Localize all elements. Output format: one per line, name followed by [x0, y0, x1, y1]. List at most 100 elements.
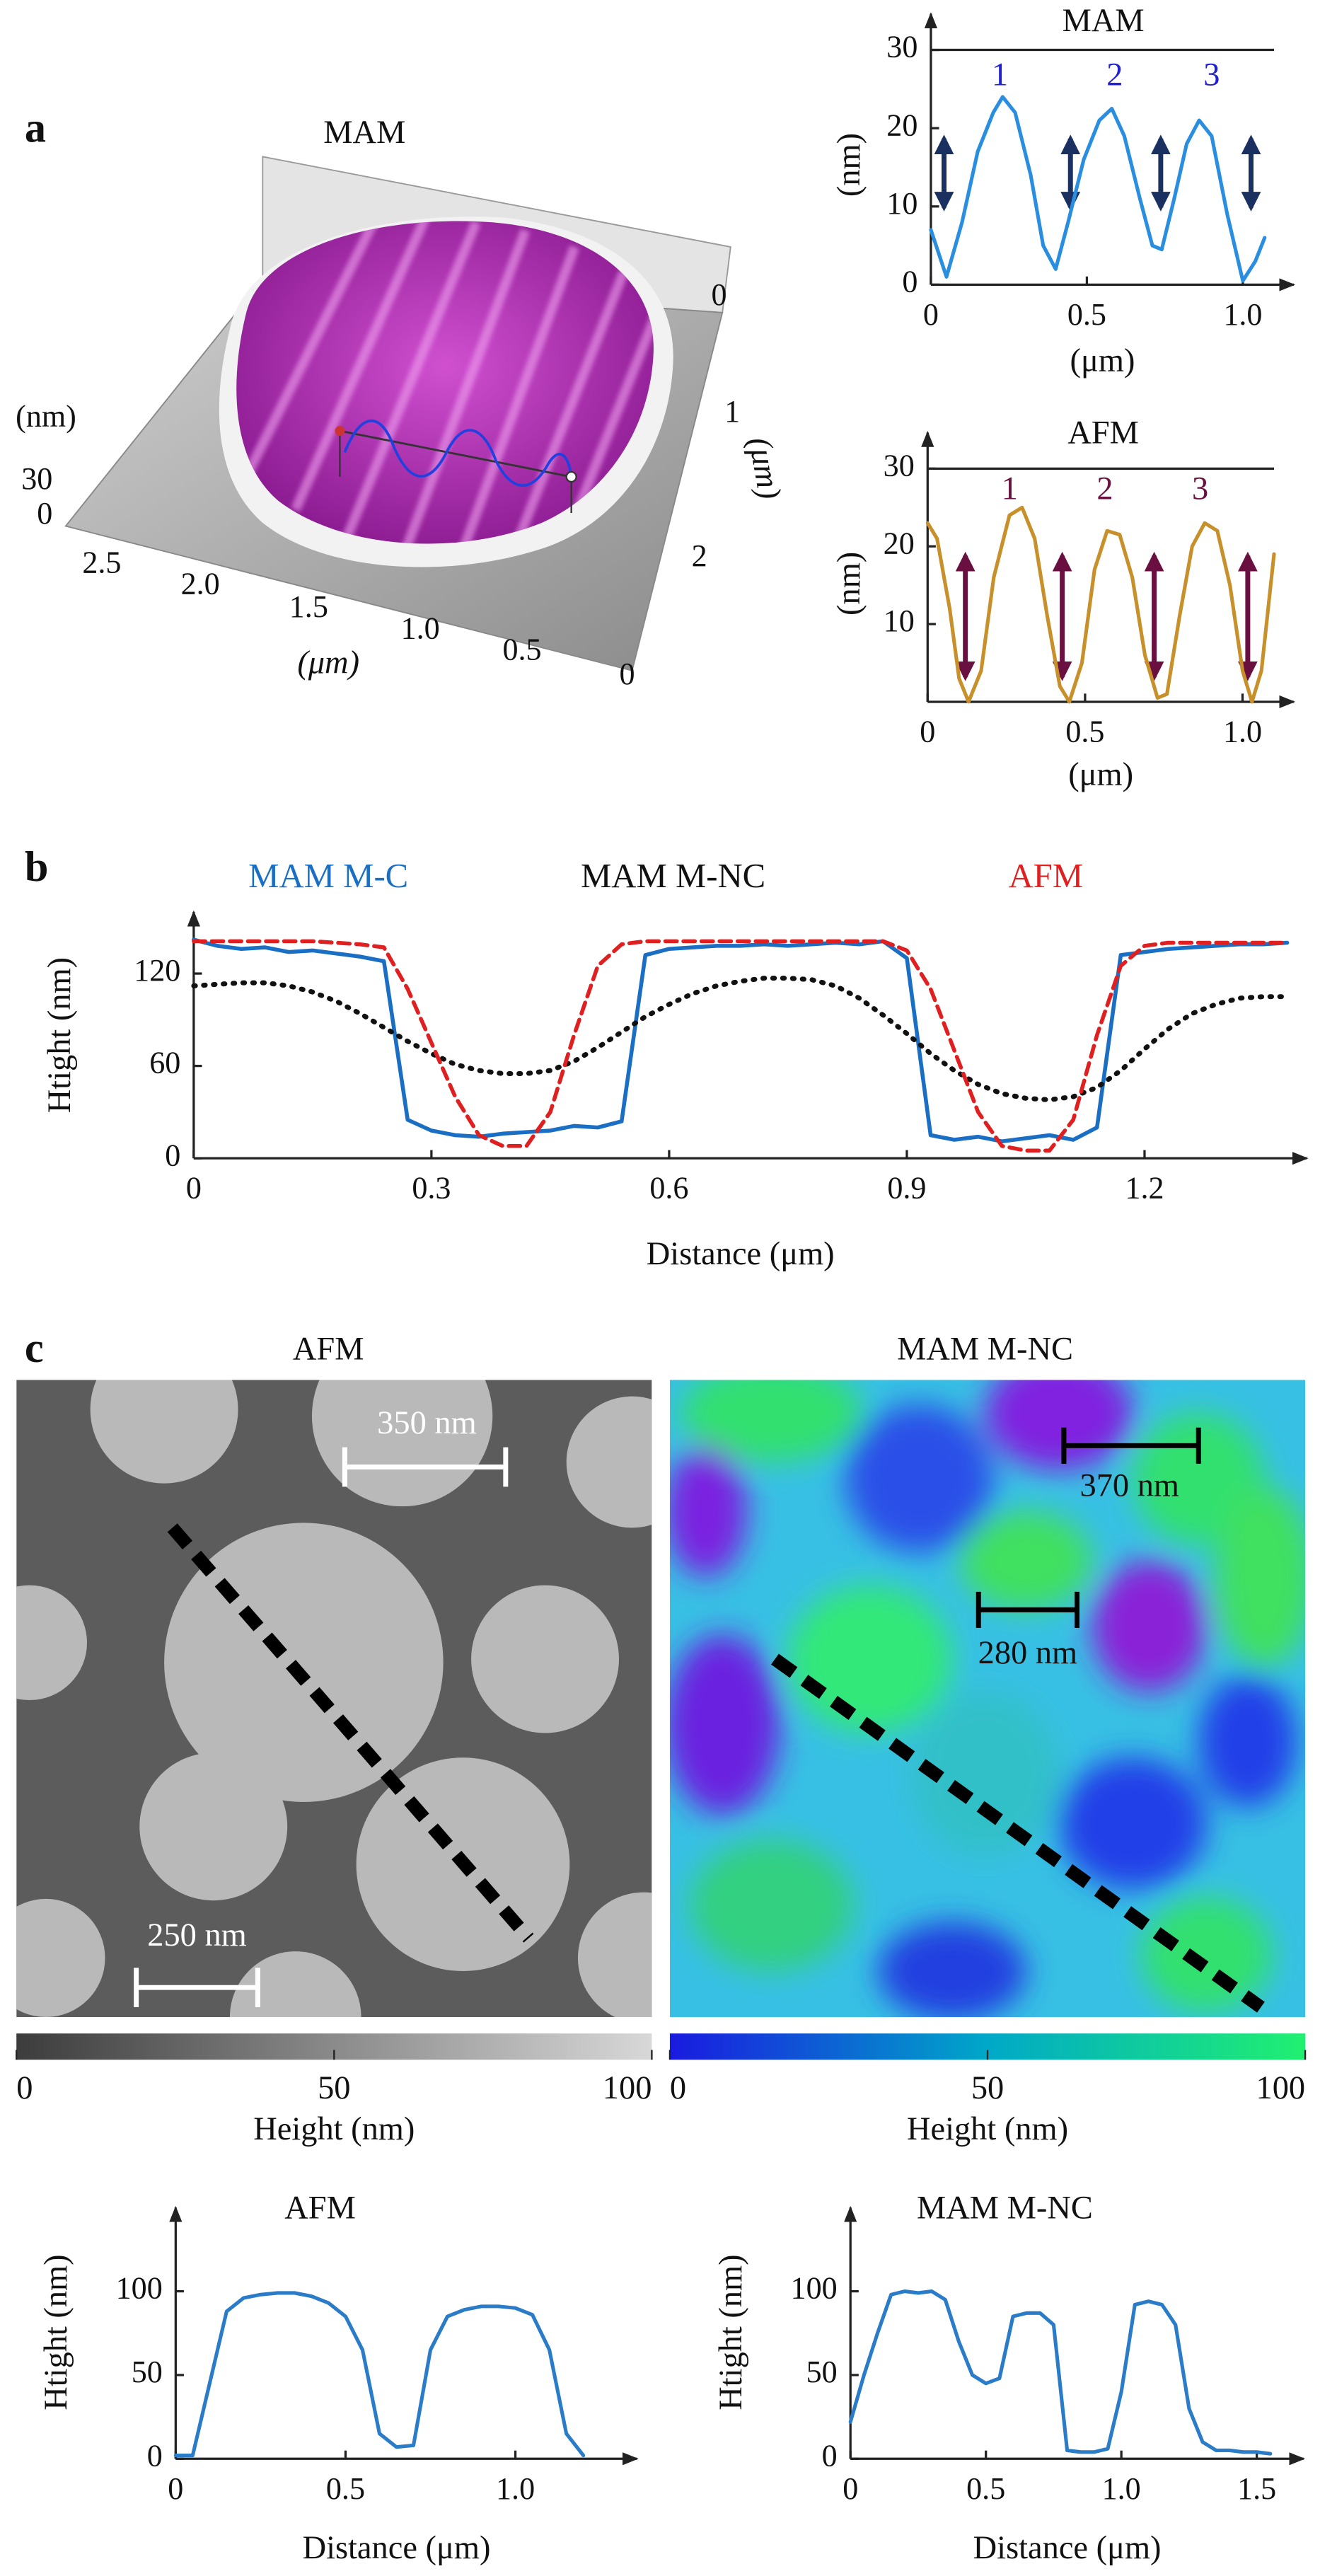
y-tick-label: 10	[886, 186, 917, 221]
x-tick-label: 1.0	[1102, 2471, 1141, 2506]
x-tick-label: 2.0	[181, 567, 220, 601]
z-axis-label: (nm)	[16, 399, 76, 434]
y-tick-label: 20	[886, 108, 917, 142]
x-axis-label: (μm)	[1070, 342, 1135, 379]
surface-render	[64, 156, 731, 671]
x-tick-label: 0.3	[412, 1171, 451, 1206]
x-axis-label: (μm)	[297, 645, 359, 681]
y-tick-label: 30	[884, 448, 915, 483]
x-tick-label: 1.5	[1237, 2471, 1276, 2506]
panel-label: b	[25, 843, 49, 891]
x-tick-label: 0.5	[326, 2471, 365, 2506]
legend-label: MAM M-NC	[581, 857, 765, 895]
y-axis-label: (μm)	[741, 434, 787, 502]
x-tick-label: 1.0	[401, 611, 440, 645]
afm-image	[16, 1380, 652, 2017]
y-axis-label: Htight (nm)	[38, 2254, 74, 2410]
legend-label: MAM M-C	[248, 857, 408, 895]
y-tick-label: 120	[134, 953, 180, 988]
x-tick-label: 0.6	[649, 1171, 688, 1206]
panel-label: a	[25, 104, 46, 151]
y-tick-label: 50	[806, 2355, 838, 2389]
y-tick-label: 2	[692, 538, 707, 573]
peak-label: 2	[1096, 471, 1113, 507]
y-tick-label: 30	[886, 30, 917, 64]
colorbar-tick-label: 0	[16, 2070, 33, 2106]
peak-label: 1	[992, 57, 1008, 93]
colorbar-tick-label: 0	[670, 2070, 686, 2106]
colorbar-tick-label: 50	[971, 2070, 1004, 2106]
y-tick-label: 50	[132, 2355, 163, 2389]
y-tick-label: 60	[149, 1046, 180, 1080]
y-axis-label: Htight (nm)	[42, 957, 78, 1113]
series-line	[929, 95, 1267, 283]
series-line	[192, 939, 1290, 1153]
x-axis-label: Distance (μm)	[973, 2530, 1162, 2566]
y-tick-label: 0	[165, 1138, 180, 1172]
y-tick-label: 100	[791, 2271, 838, 2306]
scale-bar-label: 280 nm	[978, 1635, 1078, 1671]
colorbar-tick-label: 50	[318, 2070, 350, 2106]
y-axis-label: (nm)	[831, 552, 867, 616]
x-tick-label: 0	[843, 2471, 858, 2506]
y-axis-label: Htight (nm)	[713, 2254, 749, 2410]
double-arrows	[934, 134, 1261, 681]
x-tick-label: 0.5	[966, 2471, 1005, 2506]
peak-label: 3	[1192, 471, 1208, 507]
mam-image	[669, 1380, 1306, 2017]
x-tick-label: 1.0	[496, 2471, 535, 2506]
colorbar-label: Height (nm)	[253, 2111, 415, 2147]
x-tick-label: 1.2	[1125, 1171, 1164, 1206]
scale-bar-label: 370 nm	[1080, 1467, 1180, 1503]
x-tick-label: 1.0	[1223, 297, 1262, 332]
colorbar-label: Height (nm)	[907, 2111, 1068, 2147]
x-tick-label: 1.5	[289, 589, 328, 624]
series-line	[925, 505, 1276, 704]
y-tick-label: 0	[712, 277, 727, 312]
z-tick-label: 30	[21, 461, 52, 496]
panel-label: c	[25, 1324, 44, 1372]
x-tick-label: 0.9	[887, 1171, 926, 1206]
x-tick-label: 1.0	[1223, 714, 1262, 749]
x-tick-label: 0.5	[1067, 297, 1106, 332]
y-tick-label: 0	[147, 2438, 163, 2473]
x-axis-label: (μm)	[1068, 756, 1133, 792]
series-line	[173, 2291, 586, 2458]
x-tick-label: 0	[620, 657, 635, 691]
chart-title: AFM	[284, 2190, 356, 2226]
y-tick-label: 20	[884, 526, 915, 560]
x-tick-label: 0.5	[502, 632, 541, 666]
y-tick-label: 1	[724, 394, 740, 429]
chart-title: AFM	[293, 1332, 364, 1368]
y-axis-label: (nm)	[831, 133, 867, 197]
x-tick-label: 2.5	[82, 545, 121, 579]
x-tick-label: 0	[920, 714, 935, 749]
x-tick-label: 0	[923, 297, 939, 332]
chart-title: MAM M-NC	[897, 1332, 1073, 1368]
y-tick-label: 0	[902, 265, 917, 299]
x-axis-label: Distance (μm)	[303, 2530, 491, 2566]
legend-label: AFM	[1009, 857, 1084, 895]
x-tick-label: 0	[168, 2471, 183, 2506]
colorbar-tick-label: 100	[603, 2070, 652, 2106]
y-tick-label: 0	[822, 2438, 838, 2473]
peak-label: 3	[1203, 57, 1220, 93]
peak-label: 1	[1002, 471, 1018, 507]
y-tick-label: 10	[884, 603, 915, 638]
series-line	[191, 976, 1290, 1102]
series-line	[192, 937, 1290, 1144]
series-line	[848, 2289, 1273, 2456]
chart-title: MAM M-NC	[917, 2190, 1093, 2226]
scale-bar-label: 250 nm	[147, 1917, 247, 1953]
chart-title: AFM	[1067, 415, 1139, 451]
scale-bar-label: 350 nm	[377, 1405, 477, 1441]
x-tick-label: 0	[186, 1171, 202, 1206]
colorbar-tick-label: 100	[1256, 2070, 1306, 2106]
chart-title: MAM	[323, 115, 405, 151]
x-axis-label: Distance (μm)	[647, 1236, 835, 1272]
z-tick-label: 0	[37, 496, 52, 531]
y-tick-label: 100	[116, 2271, 163, 2306]
chart-title: MAM	[1063, 3, 1145, 39]
